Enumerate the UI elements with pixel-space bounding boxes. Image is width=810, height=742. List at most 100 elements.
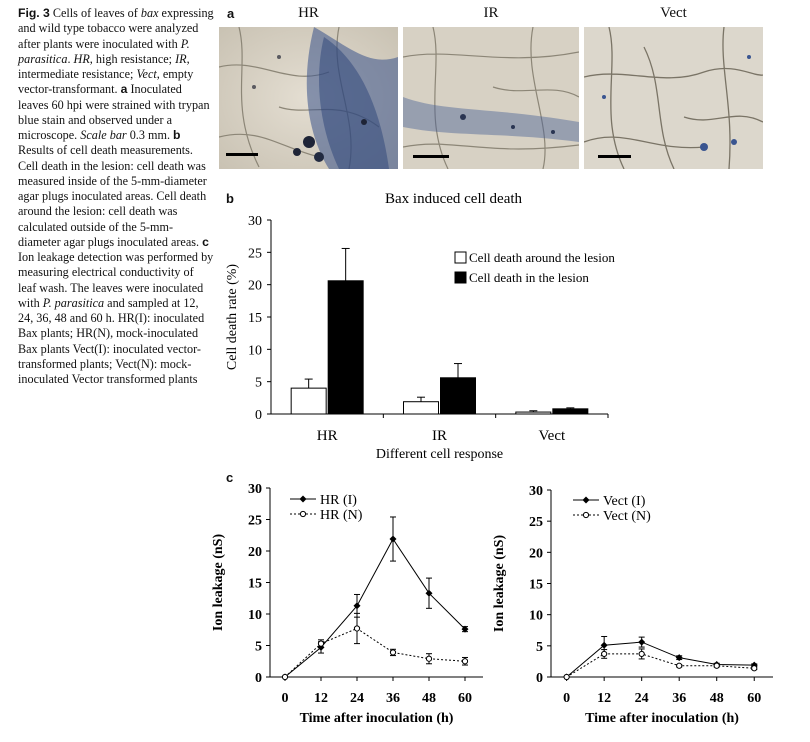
vect-point-vect-i [750, 661, 758, 669]
hr-y-tick-label: 30 [248, 482, 262, 497]
vect-y-tick-label: 10 [529, 609, 543, 624]
micrograph-ir [403, 27, 579, 169]
vect-line-vect-i [566, 641, 755, 678]
hr-y-axis-label: Ion leakage (nS) [211, 534, 226, 632]
y-axis-label: Cell death rate (%) [225, 264, 240, 370]
vect-x-tick-label: 36 [672, 691, 686, 706]
hr-point-hr-i [389, 535, 397, 543]
panel-label-c: c [226, 470, 234, 485]
hr-point-hr-n [425, 655, 433, 662]
micrograph-label-hr: HR [298, 5, 319, 21]
vect-legend-marker-vect-i [582, 496, 590, 504]
chart-title: Bax induced cell death [385, 191, 523, 207]
vect-legend-label-vect-n: Vect (N) [603, 509, 651, 524]
vect-x-tick-label: 60 [747, 691, 761, 706]
hr-point-hr-i [317, 643, 325, 651]
bar-cell-death-around-the-lesion-ir [403, 401, 439, 415]
vect-point-vect-n [638, 650, 645, 658]
vect-point-vect-n [601, 650, 608, 658]
hr-legend-label-hr-i: HR (I) [320, 493, 357, 508]
hr-x-tick-label: 12 [314, 691, 328, 706]
y-tick-label: 15 [248, 311, 262, 326]
legend-label-cell-death-around-the-lesion: Cell death around the lesion [469, 250, 615, 265]
hr-x-axis-label: Time after inoculation (h) [300, 711, 454, 726]
scale-bar [413, 155, 449, 158]
vect-y-tick-label: 30 [529, 484, 543, 499]
panel-label-a: a [227, 6, 235, 21]
vect-y-axis-label: Ion leakage (nS) [492, 535, 507, 633]
bar-cell-death-in-the-lesion-vect [552, 408, 589, 415]
hr-line-hr-i [284, 538, 466, 678]
hr-legend-label-hr-n: HR (N) [320, 508, 363, 523]
scale-bar [226, 153, 258, 156]
micrograph-hr [219, 27, 398, 169]
y-tick-label: 30 [248, 214, 262, 229]
legend-swatch-cell-death-in-the-lesion [454, 271, 467, 284]
vect-point-vect-n [713, 662, 720, 669]
vect-x-axis-label: Time after inoculation (h) [585, 711, 739, 726]
hr-point-hr-i [425, 589, 433, 597]
x-axis-label: Different cell response [376, 447, 503, 462]
hr-line-hr-n [284, 627, 466, 678]
panel-label-b: b [226, 191, 234, 206]
vect-x-tick-label: 0 [563, 691, 570, 706]
vect-legend-marker-vect-n [582, 511, 590, 519]
hr-point-hr-i [461, 625, 469, 633]
bar-cell-death-in-the-lesion-hr [327, 280, 364, 415]
y-tick-label: 5 [255, 376, 262, 391]
hr-point-hr-n [353, 625, 361, 632]
legend-swatch-cell-death-around-the-lesion [454, 251, 467, 264]
micrograph-ir-image [403, 27, 579, 169]
vect-line-vect-n [566, 653, 755, 678]
hr-legend-marker-hr-i [299, 495, 307, 503]
hr-y-tick-label: 15 [248, 577, 262, 592]
hr-y-tick-label: 5 [255, 640, 262, 655]
y-tick-label: 20 [248, 279, 262, 294]
hr-x-tick-label: 36 [386, 691, 400, 706]
vect-point-vect-i [600, 641, 608, 649]
vect-y-tick-label: 25 [529, 515, 543, 530]
vect-point-vect-i [638, 638, 646, 646]
bar-cell-death-in-the-lesion-ir [440, 377, 476, 415]
micrograph-hr-image [219, 27, 398, 169]
vect-y-tick-label: 20 [529, 546, 543, 561]
micrograph-vect [584, 27, 763, 169]
hr-point-hr-n [281, 673, 289, 681]
vect-x-tick-label: 24 [635, 691, 649, 706]
category-label-ir: IR [432, 428, 447, 444]
vect-point-vect-n [751, 665, 758, 672]
micrograph-label-vect: Vect [660, 5, 687, 21]
caption-text: Fig. 3 Cells of leaves of bax expressing… [18, 6, 214, 386]
hr-point-hr-n [317, 640, 325, 647]
y-tick-label: 10 [248, 343, 262, 358]
vect-point-vect-i [563, 673, 571, 681]
hr-y-tick-label: 10 [248, 608, 262, 623]
y-tick-label: 0 [255, 408, 262, 423]
hr-x-tick-label: 0 [282, 691, 289, 706]
legend-label-cell-death-in-the-lesion: Cell death in the lesion [469, 270, 589, 285]
hr-y-tick-label: 20 [248, 545, 262, 560]
vect-point-vect-n [676, 662, 683, 669]
hr-x-tick-label: 24 [350, 691, 364, 706]
micrograph-label-ir: IR [483, 5, 499, 21]
scale-bar [598, 155, 631, 158]
bar-cell-death-around-the-lesion-vect [515, 411, 552, 415]
category-label-vect: Vect [539, 428, 566, 444]
vect-legend-label-vect-i: Vect (I) [603, 494, 646, 509]
hr-point-hr-n [461, 658, 469, 665]
vect-x-tick-label: 48 [710, 691, 724, 706]
bar-cell-death-around-the-lesion-hr [290, 387, 327, 415]
hr-x-tick-label: 60 [458, 691, 472, 706]
vect-x-tick-label: 12 [597, 691, 611, 706]
figure-caption: Fig. 3 Cells of leaves of bax expressing… [18, 6, 214, 387]
vect-y-tick-label: 0 [536, 671, 543, 686]
vect-point-vect-i [713, 661, 721, 669]
vect-y-tick-label: 5 [536, 640, 543, 655]
hr-legend-marker-hr-n [299, 510, 307, 518]
hr-y-tick-label: 25 [248, 514, 262, 529]
y-tick-label: 25 [248, 246, 262, 261]
hr-point-hr-i [281, 673, 289, 681]
vect-y-tick-label: 15 [529, 578, 543, 593]
vect-point-vect-n [563, 673, 570, 681]
hr-x-tick-label: 48 [422, 691, 436, 706]
